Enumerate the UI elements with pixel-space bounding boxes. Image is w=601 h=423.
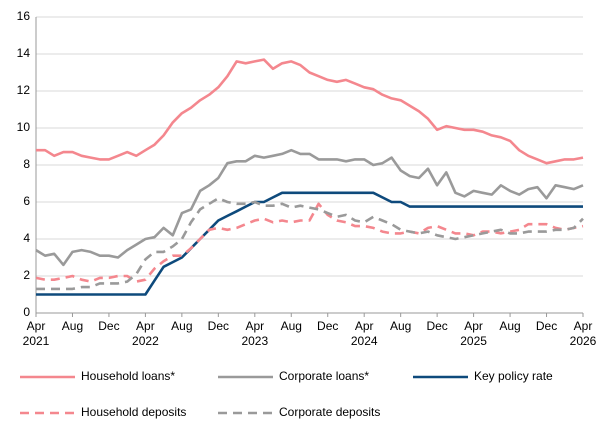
x-tick-label: Dec [98,319,119,333]
y-tick-label: 6 [23,194,30,208]
x-tick-label: Dec [536,319,557,333]
x-tick-label: Aug [390,319,411,333]
series-line [35,202,584,283]
x-tick-label: Dec [317,319,338,333]
series-line [36,197,584,291]
x-tick-label: Apr 2024 [351,319,378,348]
legend-label: Corporate loans* [279,369,369,383]
legend-label: Key policy rate [474,369,553,383]
x-tick-label: Apr 2023 [241,319,268,348]
x-tick-label: Aug [171,319,192,333]
legend-label: Corporate deposits [279,405,380,419]
y-tick-label: 10 [17,120,31,134]
x-tick-label: Aug [499,319,520,333]
x-tick-label: Dec [208,319,229,333]
x-tick-label: Apr 2026 [570,319,597,348]
legend-label: Household deposits [81,405,186,419]
x-tick-label: Aug [62,319,83,333]
y-tick-label: 0 [23,305,30,319]
y-tick-label: 2 [23,268,30,282]
x-tick-label: Apr 2021 [23,319,50,348]
legend-label: Household loans* [81,369,175,383]
series-line [36,191,583,296]
x-tick-label: Aug [281,319,302,333]
y-tick-label: 4 [23,231,30,245]
y-tick-label: 16 [17,9,31,23]
x-tick-label: Apr 2022 [132,319,159,348]
series-line [36,58,584,165]
x-tick-label: Apr 2025 [460,319,487,348]
series-line [35,148,584,267]
y-tick-label: 14 [17,46,31,60]
x-tick-label: Dec [426,319,447,333]
y-tick-label: 12 [17,83,31,97]
y-tick-label: 8 [23,157,30,171]
